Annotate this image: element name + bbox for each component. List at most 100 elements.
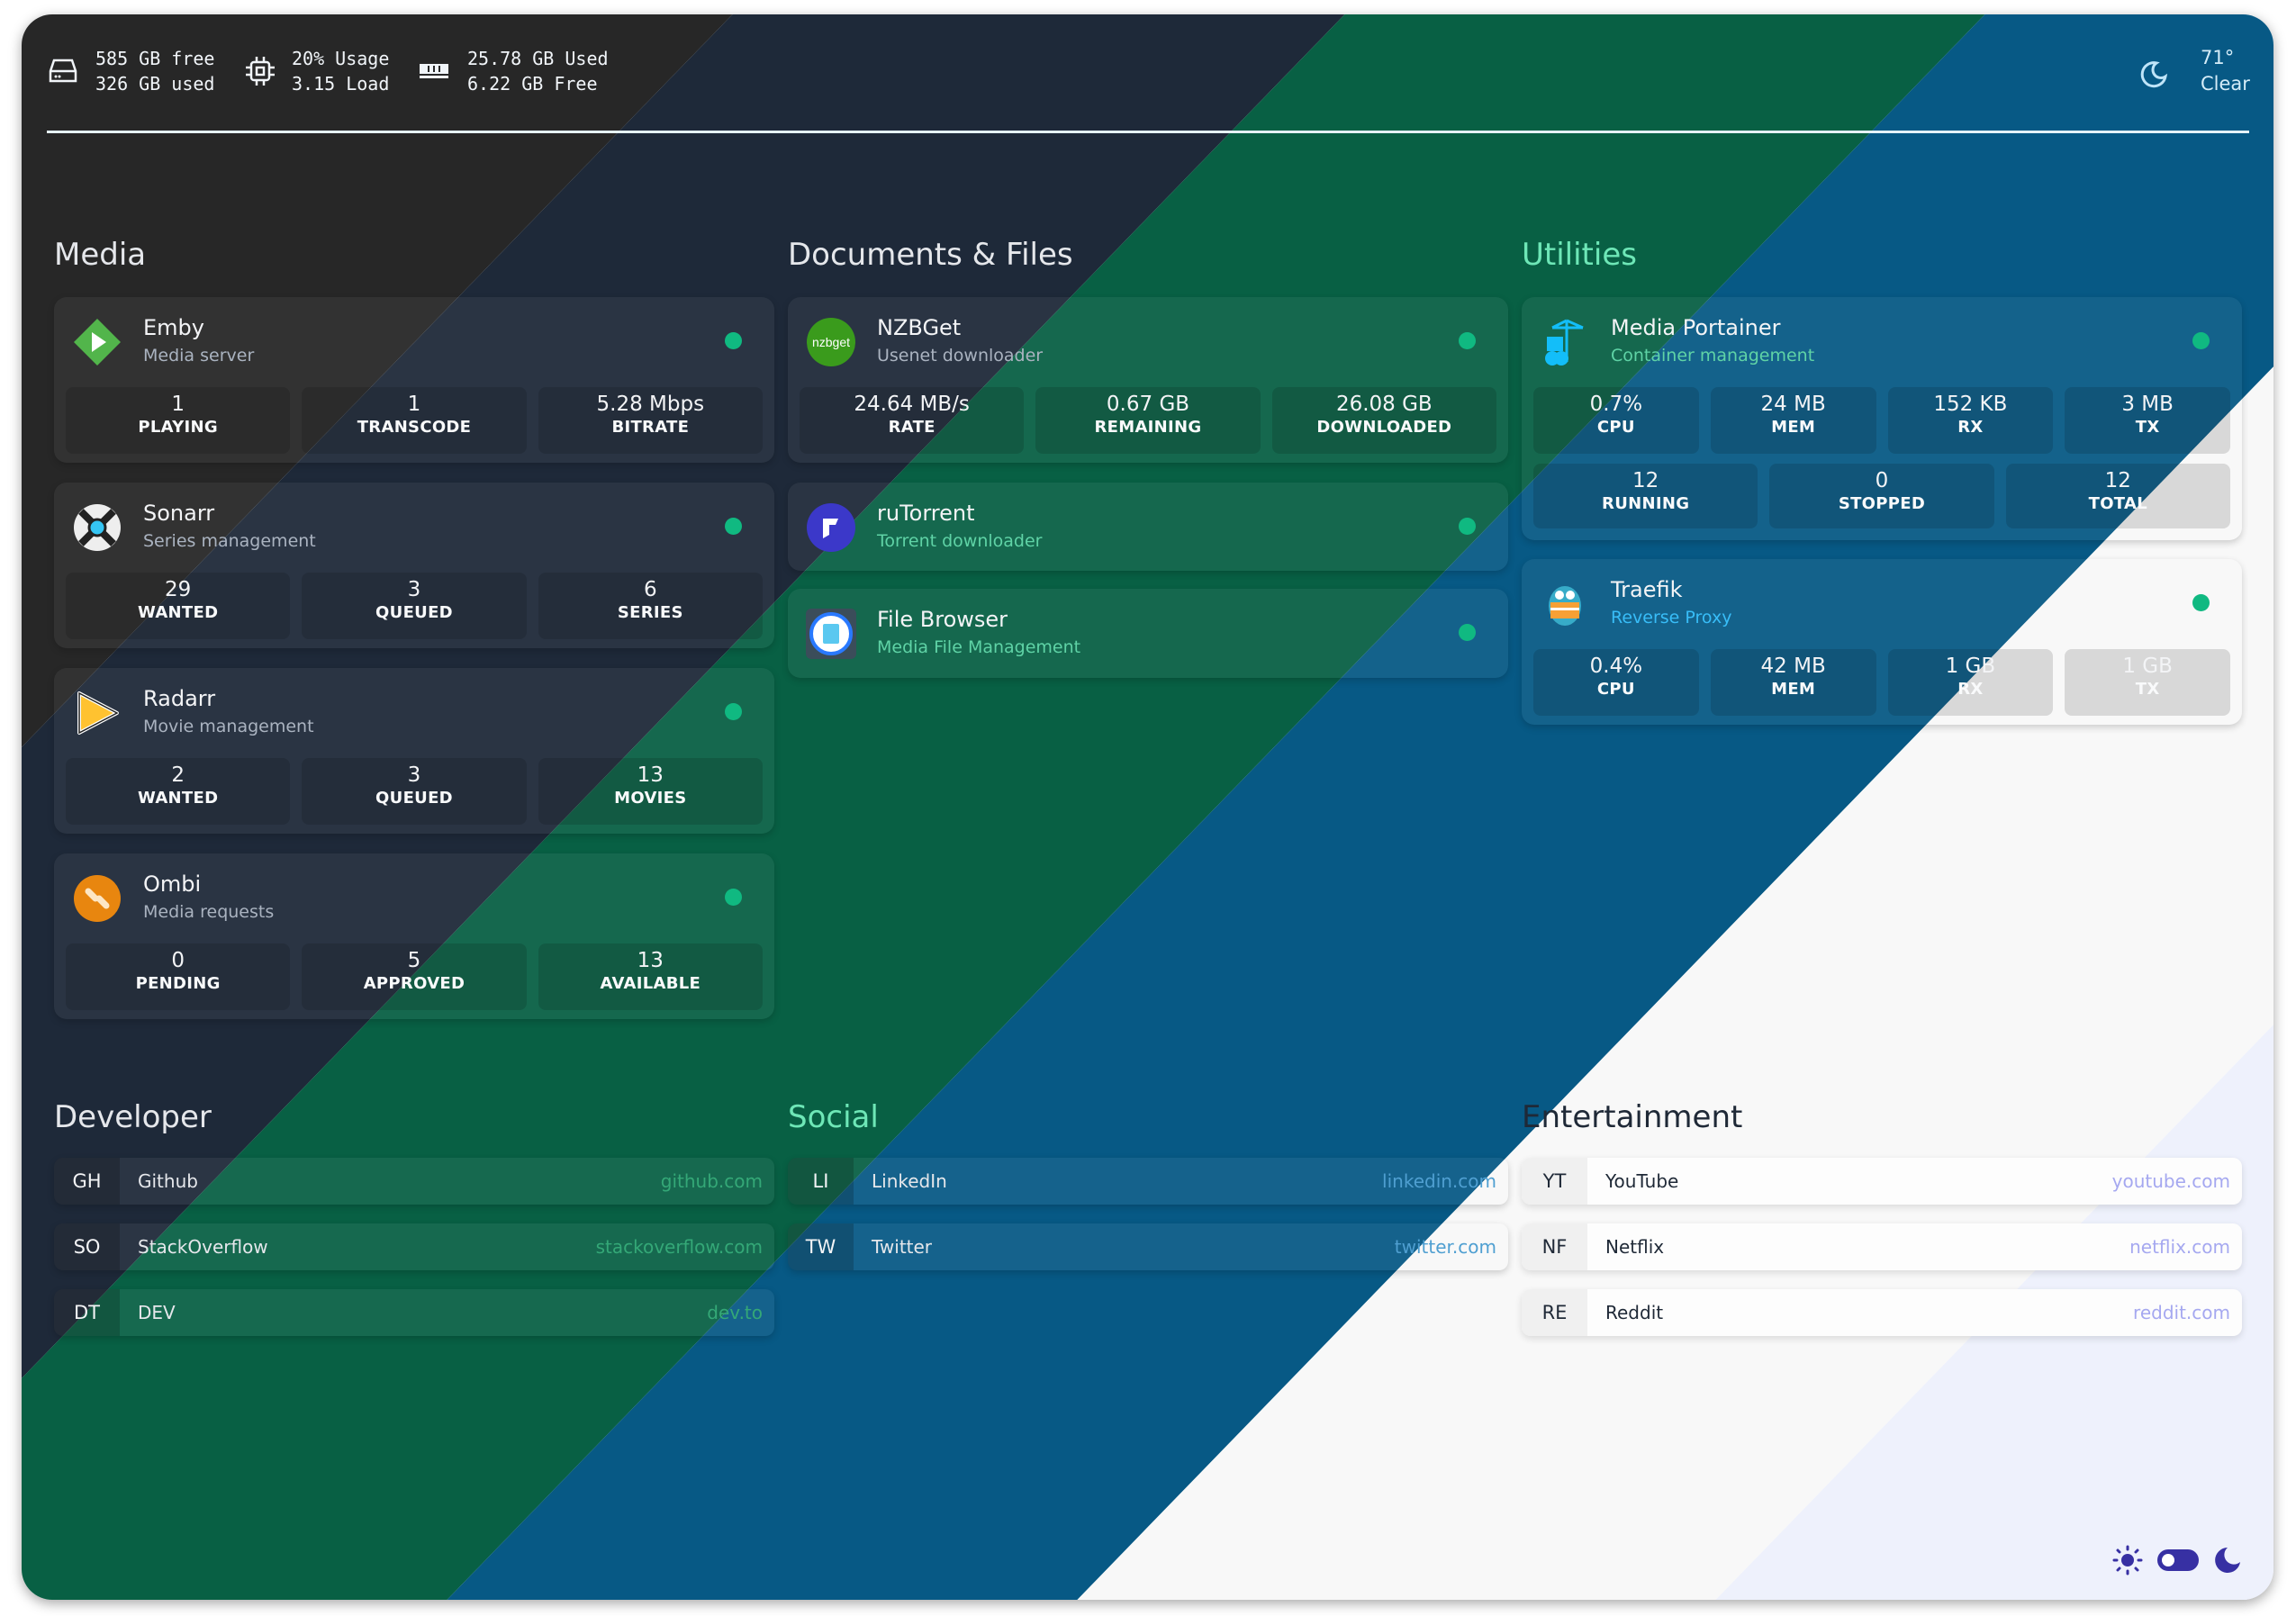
stat-label: TRANSCODE [357, 418, 472, 437]
bookmark-link-linkedin[interactable]: LI LinkedIn linkedin.com [788, 1158, 1508, 1205]
stat-box-total: 12 TOTAL [2005, 464, 2230, 528]
service-name[interactable]: Sonarr [143, 501, 215, 526]
bookmark-link-reddit[interactable]: RE Reddit reddit.com [1522, 1289, 2242, 1336]
service-description: Media requests [143, 902, 275, 922]
service-card-file-browser[interactable]: File Browser Media File Management [788, 589, 1508, 678]
stat-label: MEM [1771, 680, 1816, 699]
bookmark-url: stackoverflow.com [595, 1236, 763, 1258]
status-indicator-online [725, 889, 742, 906]
stat-box-tx: 1 GB TX [2065, 649, 2230, 716]
stat-box-wanted: 2 WANTED [66, 758, 291, 825]
cpu-chip-icon [246, 57, 275, 86]
bookmark-link-dev[interactable]: DT DEV dev.to [54, 1289, 774, 1336]
service-name[interactable]: NZBGet [877, 315, 962, 340]
stat-box-wanted: 29 WANTED [66, 573, 291, 639]
traefik-gopher-icon [1549, 586, 1581, 626]
bookmark-url: github.com [660, 1170, 763, 1192]
bookmark-link-netflix[interactable]: NF Netflix netflix.com [1522, 1223, 2242, 1270]
bookmark-url: netflix.com [2129, 1236, 2230, 1258]
bookmark-url: linkedin.com [1382, 1170, 1496, 1192]
stat-value: 13 [637, 763, 664, 787]
service-card-rutorrent[interactable]: ruTorrent Torrent downloader [788, 483, 1508, 571]
stat-label: BITRATE [611, 418, 690, 437]
service-card-nzbget[interactable]: nzbget NZBGet Usenet downloader 24.64 MB/s R… [788, 297, 1508, 463]
stat-box-rx: 152 KB RX [1887, 387, 2054, 454]
service-card-emby[interactable]: Emby Media server 1 PLAYING 1 TRANSCODE 5.28 M… [54, 297, 774, 463]
stat-value: 0 [171, 949, 185, 972]
stat-box-mem: 42 MB MEM [1710, 649, 1876, 716]
service-name[interactable]: File Browser [877, 607, 1008, 632]
stat-box-tx: 3 MB TX [2065, 387, 2230, 454]
bookmark-name: DEV [138, 1302, 176, 1323]
stat-box-remaining: 0.67 GB REMAINING [1035, 387, 1261, 454]
stat-value: 5 [407, 949, 421, 972]
section-title-1: Documents & Files [788, 237, 1073, 273]
bookmark-name: Netflix [1605, 1236, 1665, 1258]
service-name[interactable]: Radarr [143, 686, 216, 711]
stat-box-series: 6 SERIES [538, 573, 763, 639]
bookmark-abbr: LI [788, 1158, 854, 1205]
bookmark-name: StackOverflow [138, 1236, 268, 1258]
weather-widget[interactable]: 71° Clear [2134, 45, 2251, 99]
stat-box-stopped: 0 STOPPED [1769, 464, 1994, 528]
theme-toggle[interactable] [2112, 1541, 2256, 1577]
moon-icon[interactable] [2213, 1546, 2242, 1575]
bookmark-link-twitter[interactable]: TW Twitter twitter.com [788, 1223, 1508, 1270]
stat-value: 1 GB [1945, 655, 1996, 678]
stat-label: AVAILABLE [600, 974, 701, 993]
service-name[interactable]: ruTorrent [877, 501, 975, 526]
stat-value: 0.4% [1589, 655, 1643, 678]
stat-value: 0.67 GB [1106, 393, 1190, 416]
stat-box-cpu: 0.7% CPU [1533, 387, 1699, 454]
service-card-ombi[interactable]: Ombi Media requests 0 PENDING 5 APPROVED 13 AVA… [54, 853, 774, 1019]
service-description: Series management [143, 531, 316, 551]
bookmark-link-stackoverflow[interactable]: SO StackOverflow stackoverflow.com [54, 1223, 774, 1270]
bookmark-abbr: YT [1522, 1158, 1587, 1205]
service-card-traefik[interactable]: Traefik Reverse Proxy 0.4% CPU 42 MB MEM 1 GB R… [1522, 559, 2242, 725]
rutorrent-icon [807, 503, 855, 552]
band-blue [447, 14, 2273, 1600]
bookmark-name: Github [138, 1170, 198, 1192]
stat-label: APPROVED [363, 974, 466, 993]
bookmark-abbr: TW [788, 1223, 854, 1270]
stat-box-downloaded: 26.08 GB DOWNLOADED [1271, 387, 1496, 454]
stat-label: WANTED [137, 789, 219, 808]
service-card-radarr[interactable]: Radarr Movie management 2 WANTED 3 QUEUED 13 MO… [54, 668, 774, 834]
status-indicator-online [2192, 332, 2210, 349]
stat-label: WANTED [137, 603, 219, 622]
stat-value: 1 GB [2122, 655, 2173, 678]
memory-free: 6.22 GB Free [467, 73, 598, 95]
bookmark-name: YouTube [1605, 1170, 1679, 1192]
service-description: Usenet downloader [877, 346, 1044, 366]
stat-label: DOWNLOADED [1316, 418, 1452, 437]
bookmark-abbr: RE [1522, 1289, 1587, 1336]
sun-icon[interactable] [2112, 1545, 2143, 1575]
theme-switch-knob [2162, 1554, 2174, 1566]
bookmark-link-youtube[interactable]: YT YouTube youtube.com [1522, 1158, 2242, 1205]
stat-value: 29 [165, 578, 192, 601]
service-name[interactable]: Media Portainer [1611, 315, 1781, 340]
service-name[interactable]: Emby [143, 315, 204, 340]
sonarr-icon [74, 504, 121, 551]
service-name[interactable]: Ombi [143, 871, 202, 897]
stat-value: 3 [407, 578, 421, 601]
stat-value: 1 [171, 393, 185, 416]
stat-value: 42 MB [1760, 655, 1826, 678]
service-card-sonarr[interactable]: Sonarr Series management 29 WANTED 3 QUEUED 6 S… [54, 483, 774, 648]
service-description: Media File Management [877, 637, 1081, 657]
stat-box-mem: 24 MB MEM [1710, 387, 1876, 454]
service-card-media-portainer[interactable]: Media Portainer Container management 0.7% C… [1522, 297, 2242, 540]
service-name[interactable]: Traefik [1611, 577, 1683, 602]
stat-label: RX [1957, 680, 1984, 699]
bookmark-link-github[interactable]: GH Github github.com [54, 1158, 774, 1205]
service-description: Reverse Proxy [1611, 608, 1732, 627]
stat-box-movies: 13 MOVIES [538, 758, 763, 825]
stat-box-running: 12 RUNNING [1533, 464, 1758, 528]
stat-value: 0.7% [1589, 393, 1643, 416]
svg-text:nzbget: nzbget [812, 335, 850, 349]
bookmark-name: Twitter [872, 1236, 933, 1258]
status-indicator-online [2192, 594, 2210, 611]
theme-switch[interactable] [2157, 1549, 2199, 1571]
stat-value: 1 [407, 393, 421, 416]
bookmark-abbr: NF [1522, 1223, 1587, 1270]
